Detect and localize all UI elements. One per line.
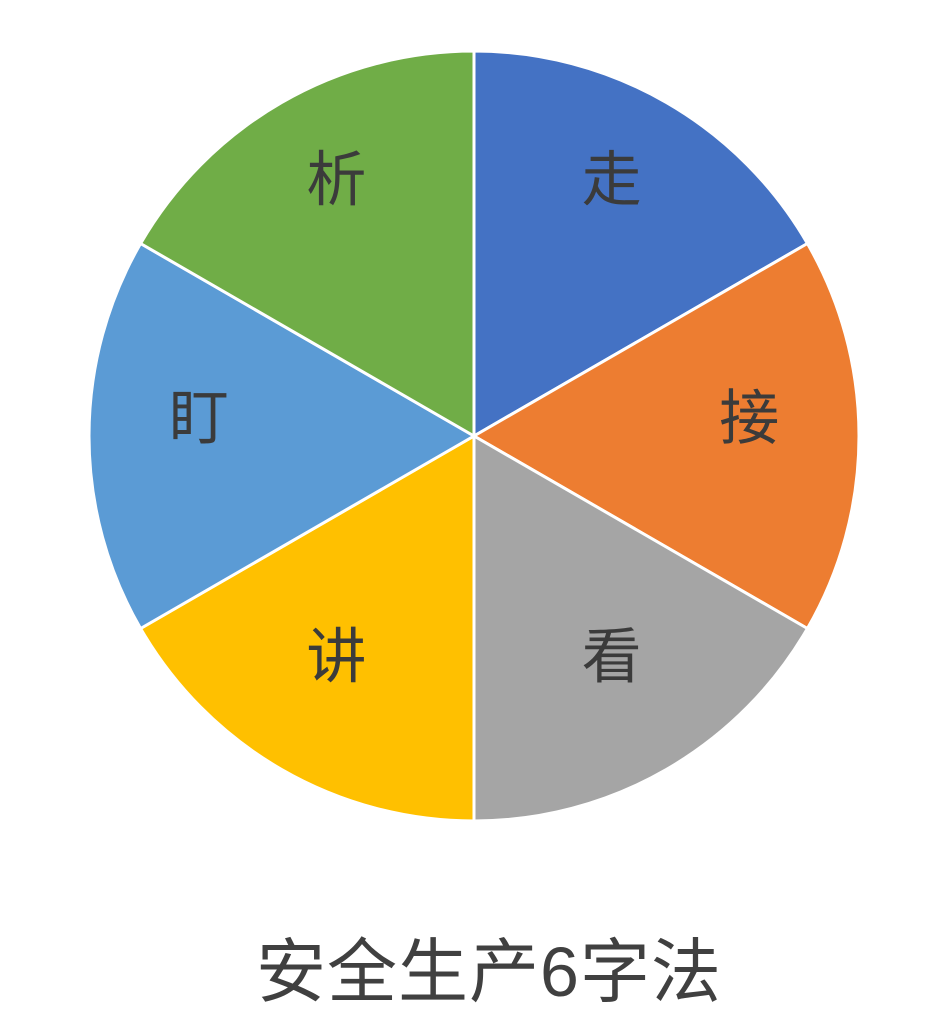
svg-text:析: 析 — [306, 147, 366, 214]
svg-text:看: 看 — [582, 623, 642, 690]
svg-text:走: 走 — [582, 147, 642, 214]
svg-text:讲: 讲 — [306, 623, 366, 690]
svg-text:接: 接 — [719, 385, 779, 452]
svg-text:盯: 盯 — [169, 385, 229, 452]
